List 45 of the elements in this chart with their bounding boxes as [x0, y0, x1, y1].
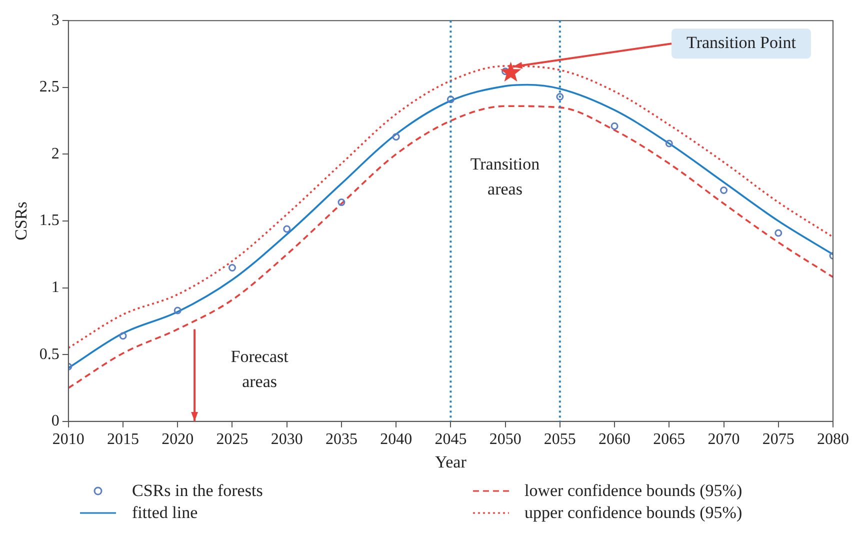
x-axis-title: Year: [435, 452, 467, 472]
x-tick-label: 2015: [107, 431, 140, 448]
point: [556, 93, 564, 100]
point: [338, 198, 346, 206]
x-tick-label: 2035: [325, 431, 358, 448]
y-tick-label: 0.5: [39, 346, 60, 363]
x-tick-label: 2055: [544, 431, 576, 448]
legend-label: fitted line: [132, 503, 198, 523]
point: [502, 68, 510, 76]
x-tick-label: 2030: [270, 431, 303, 448]
point: [174, 306, 182, 314]
point: [774, 229, 782, 237]
x-tick-label: 2065: [653, 431, 686, 448]
point: [446, 96, 454, 104]
x-tick-label: 2075: [762, 431, 794, 448]
point: [665, 140, 673, 148]
y-tick-label: 0: [51, 412, 60, 430]
point: [119, 332, 127, 340]
y-tick-label: 1.5: [39, 212, 60, 230]
point: [283, 225, 291, 233]
x-tick-label: 2050: [489, 431, 522, 448]
x-tick-label: 2070: [708, 431, 740, 448]
x-tick-label: 2080: [817, 431, 849, 448]
x-tick-label: 2045: [434, 431, 467, 448]
legend-label: upper confidence bounds (95%): [524, 503, 742, 523]
x-tick-label: 2060: [598, 431, 631, 448]
y-tick-label: 3: [51, 12, 60, 29]
x-tick-label: 2025: [216, 431, 248, 448]
y-tick-label: 2.5: [39, 78, 60, 96]
y-tick-label: 1: [51, 279, 60, 296]
point: [392, 133, 400, 141]
x-tick-label: 2040: [380, 431, 412, 448]
point: [228, 264, 236, 272]
point: [720, 186, 728, 194]
x-tick-label: 2010: [52, 431, 84, 448]
legend-label: CSRs in the forests: [132, 481, 263, 501]
point: [610, 122, 618, 130]
point: [500, 62, 522, 82]
x-tick-label: 2020: [162, 431, 194, 448]
annotation: Transition Point: [686, 33, 796, 52]
annotation: Forecast areas: [230, 346, 289, 391]
legend-label: lower confidence bounds (95%): [524, 481, 742, 501]
y-axis-title: CSRs: [12, 202, 31, 240]
annotation: Transition areas: [470, 154, 540, 198]
y-tick-label: 2: [51, 145, 60, 162]
